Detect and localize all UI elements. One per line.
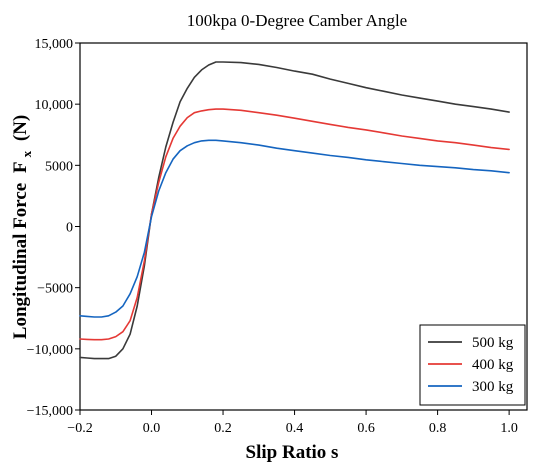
y-axis-label-unit: (N) xyxy=(10,115,31,141)
legend-label: 400 kg xyxy=(472,357,514,373)
series-line-300-kg xyxy=(79,139,510,318)
y-axis-label-symbol: F xyxy=(10,162,31,173)
chart-title: 100kpa 0-Degree Camber Angle xyxy=(187,11,407,30)
y-tick-label: 0 xyxy=(66,221,73,236)
y-axis-label-text: Longitudinal Force xyxy=(10,183,31,339)
x-tick-label: 1.0 xyxy=(500,421,518,436)
x-tick-label: 0.6 xyxy=(357,421,375,436)
x-axis-label: Slip Ratio s xyxy=(246,442,339,463)
y-tick-label: −5000 xyxy=(37,282,73,297)
legend-label: 300 kg xyxy=(472,379,514,395)
x-tick-label: 0.0 xyxy=(143,421,161,436)
x-tick-label: 0.8 xyxy=(429,421,447,436)
series-line-400-kg xyxy=(79,108,510,341)
x-axis: −0.2 0.0 0.2 0.4 0.6 0.8 1.0 xyxy=(67,410,518,436)
legend: 500 kg 400 kg 300 kg xyxy=(419,324,526,406)
y-axis-label: Longitudinal Force F x (N) xyxy=(10,115,36,339)
legend-label: 500 kg xyxy=(472,335,514,351)
y-tick-label: −10,000 xyxy=(27,343,73,358)
y-tick-label: −15,000 xyxy=(27,404,73,419)
y-axis: −15,000 −10,000 −5000 0 5000 10,000 15,000 xyxy=(27,37,80,419)
series-line-500-kg xyxy=(79,61,510,360)
y-tick-label: 5000 xyxy=(45,159,73,174)
y-axis-label-subscript: x xyxy=(19,150,34,157)
y-tick-label: 15,000 xyxy=(35,37,74,52)
y-tick-label: 10,000 xyxy=(35,98,74,113)
x-tick-label: 0.4 xyxy=(286,421,304,436)
x-tick-label: −0.2 xyxy=(67,421,92,436)
x-tick-label: 0.2 xyxy=(214,421,232,436)
legend-box xyxy=(419,324,526,406)
series-lines xyxy=(79,61,510,360)
